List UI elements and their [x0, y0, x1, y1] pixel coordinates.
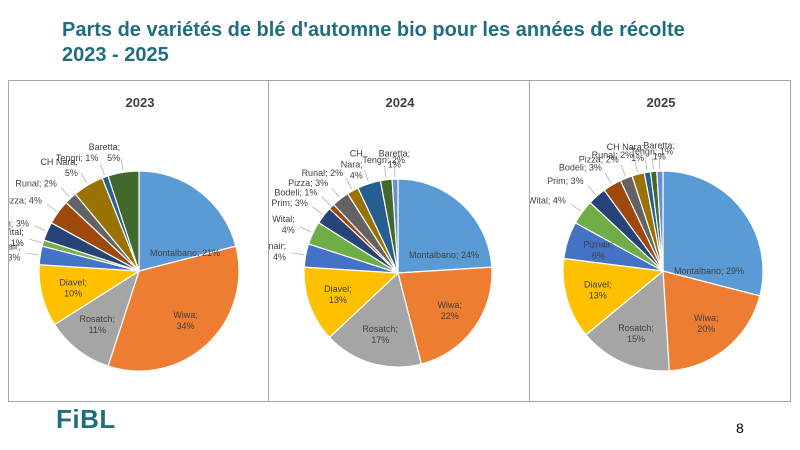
pie-slice-rosatch — [328, 271, 423, 368]
data-label-bodeli: Bodeli; 1% — [274, 187, 317, 197]
data-label-pizza: Pizza; 3% — [288, 178, 328, 188]
pie-slice-wiwa — [107, 245, 240, 372]
pie-slice-baretta — [391, 178, 399, 274]
leader-line-ch-nara — [80, 172, 88, 184]
data-label-prim: Prim; 3% — [271, 198, 308, 208]
data-label-baretta: Baretta; 1% — [379, 149, 411, 170]
leader-line-ch-nara — [644, 158, 648, 171]
data-label-diavel: Diavel; 10% — [59, 277, 87, 298]
data-label-baretta: Baretta; 1% — [643, 141, 675, 162]
slide-title-line1: Parts de variétés de blé d'automne bio p… — [62, 19, 685, 41]
pie-slice-rosatch — [53, 269, 141, 367]
data-label-baretta: Baretta; 5% — [89, 142, 121, 163]
data-label-piznair: Piznair;3% — [9, 242, 21, 263]
data-label-wiwa: Wiwa; 20% — [694, 313, 719, 334]
leader-line-prim — [34, 225, 46, 231]
leader-line-baretta — [120, 158, 124, 171]
pie-slice-montalbano — [397, 178, 493, 274]
data-label-runal: Runal; 2% — [15, 179, 57, 189]
data-label-prim: Prim; 3% — [9, 218, 29, 228]
data-label-pizza: Pizza; 4% — [9, 196, 42, 206]
leader-line-tengri — [384, 165, 387, 178]
data-label-pizza: Pizza; 2% — [579, 154, 619, 164]
data-label-wiwa: Wiwa; 34% — [173, 310, 198, 331]
slide-title-line2: 2023 - 2025 — [62, 44, 169, 66]
leader-line-tengri — [100, 163, 105, 176]
leader-line-runal — [60, 187, 70, 197]
data-label-ch-nara: CH Nara; 4% — [341, 149, 363, 181]
data-label-wital: Wital; 4% — [530, 196, 566, 206]
leader-line-runal — [345, 178, 353, 190]
data-label-bodeli: Bodeli; 3% — [559, 163, 602, 173]
pie-slice-montalbano — [662, 170, 764, 297]
leader-line-wital — [29, 238, 42, 243]
data-label-runal: Runal; 2% — [302, 168, 344, 178]
leader-line-bodeli — [604, 172, 612, 184]
data-label-ch-nara: CH Nara; 5% — [40, 157, 78, 178]
leader-line-piznair — [291, 252, 304, 256]
data-label-tengri: Tengri; 1% — [630, 147, 673, 157]
chart-panel-2025: 2025 Montalbano; 29% Wiwa; 20% Rosatch; 15% Di… — [529, 80, 791, 402]
slide-title: Parts de variétés de blé d'automne bio p… — [62, 18, 762, 68]
pie-slice-wiwa — [662, 270, 761, 372]
pie-slice-diavel — [562, 257, 665, 336]
leader-line-prim — [587, 185, 596, 195]
chart-panel-2024: 2024 Montalbano; 24% Wiwa; 22% Rosatch; 17% Di… — [268, 80, 530, 402]
data-label-ch-nara: CH Nara; 1% — [607, 142, 645, 163]
leader-line-bodeli — [321, 196, 331, 206]
data-label-wiwa: Wiwa; 22% — [437, 300, 462, 321]
leader-line-pizza — [46, 203, 57, 212]
data-label-montalbano: Montalbano; 21% — [150, 248, 220, 258]
chart-title: 2025 — [647, 95, 676, 110]
data-label-tengri: Tengri; 2% — [362, 155, 405, 165]
data-label-diavel: Diavel; 13% — [584, 280, 612, 301]
data-label-montalbano: Montalbano; 29% — [674, 266, 744, 276]
data-label-diavel: Diavel; 13% — [324, 284, 352, 305]
leader-line-runal — [634, 160, 638, 173]
pie-slice-montalbano — [138, 170, 237, 272]
pie-chart-2025: 2025 Montalbano; 29% Wiwa; 20% Rosatch; 15% Di… — [530, 95, 764, 372]
data-label-rosatch: Rosatch; 17% — [362, 324, 398, 345]
leader-line-pizza — [331, 187, 340, 198]
chart-panel-2023: 2023 Montalbano; 21% Wiwa; 34% Rosatch; 11% Di… — [8, 80, 270, 402]
pie-slice-wiwa — [397, 266, 493, 365]
data-label-rosatch: Rosatch; 15% — [618, 323, 654, 344]
leader-line-prim — [312, 206, 323, 215]
leader-line-wital — [570, 203, 581, 212]
leader-line-ch-nara — [364, 170, 369, 182]
pie-slice-baretta — [656, 170, 664, 272]
data-label-rosatch: Rosatch; 11% — [80, 314, 116, 335]
leader-line-tengri — [651, 157, 654, 170]
data-label-prim: Prim; 3% — [547, 176, 584, 186]
pie-slice-diavel — [303, 266, 400, 339]
fibl-logo: FiBL — [56, 404, 116, 434]
pie-slice-rosatch — [585, 269, 670, 372]
chart-title: 2023 — [126, 95, 155, 110]
chart-title: 2024 — [386, 95, 416, 110]
leader-line-piznair — [26, 252, 39, 256]
leader-line-pizza — [620, 164, 626, 177]
data-label-montalbano: Montalbano; 24% — [409, 250, 479, 260]
data-label-wital: Wital;1% — [9, 227, 24, 248]
data-label-piznair: Piznair;4% — [269, 241, 286, 262]
page-number: 8 — [736, 420, 744, 436]
data-label-piznair: Piznair; 6% — [583, 240, 613, 261]
pie-chart-2024: 2024 Montalbano; 24% Wiwa; 22% Rosatch; 17% Di… — [269, 95, 493, 368]
pie-slice-baretta — [107, 170, 140, 272]
data-label-wital: Wital; 4% — [272, 214, 295, 235]
data-label-tengri: Tengri; 1% — [56, 153, 99, 163]
pie-chart-2023: 2023 Montalbano; 21% Wiwa; 34% Rosatch; 11% Di… — [9, 95, 240, 372]
leader-line-wital — [300, 226, 312, 233]
data-label-runal: Runal; 2% — [592, 150, 634, 160]
